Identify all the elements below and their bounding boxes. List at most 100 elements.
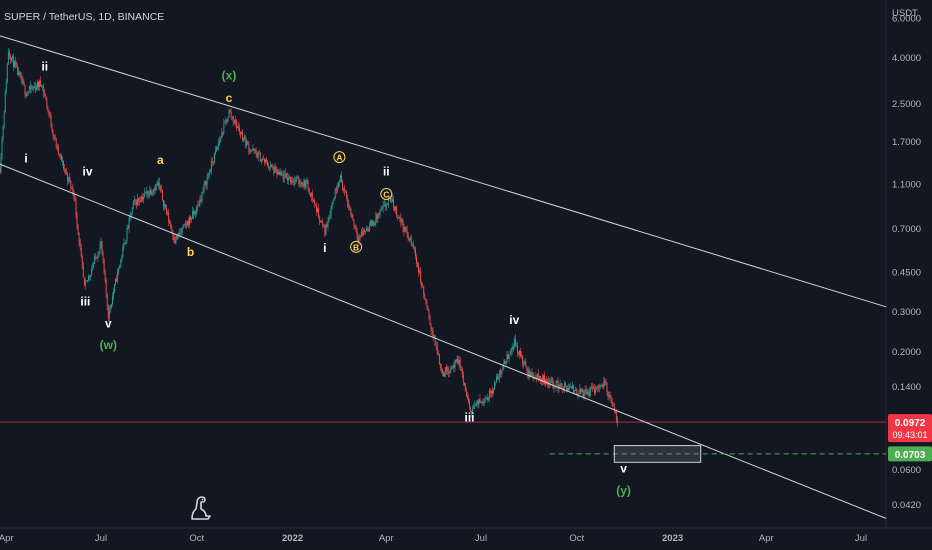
wave-label: a: [157, 153, 164, 167]
candle-body: [514, 338, 516, 346]
candle-body: [425, 298, 427, 303]
candle-body: [102, 253, 104, 260]
candle-body: [19, 71, 21, 75]
candle-body: [479, 399, 481, 403]
candle-body: [147, 191, 149, 196]
candle-body: [146, 191, 148, 194]
candle-body: [477, 400, 479, 405]
wave-label: C: [383, 190, 389, 200]
candle-body: [276, 168, 278, 175]
candle-body: [606, 382, 608, 392]
symbol-title[interactable]: SUPER / TetherUS, 1D, BINANCE: [4, 11, 165, 23]
candle-body: [525, 361, 527, 366]
candle-body: [187, 221, 188, 226]
candle-body: [253, 148, 255, 151]
candle-body: [336, 187, 338, 191]
candle-body: [132, 200, 134, 208]
bar-countdown: 09:43:01: [892, 430, 927, 440]
candle-body: [588, 391, 590, 396]
candle-body: [131, 207, 133, 214]
candle-body: [460, 369, 462, 370]
wave-label: B: [353, 242, 359, 252]
candle-body: [455, 360, 457, 362]
candle-body: [581, 389, 583, 392]
candle-body: [463, 382, 465, 385]
candle-body: [205, 181, 207, 185]
candle-body: [582, 389, 584, 397]
candle-body: [45, 96, 47, 100]
y-tick-label: 4.0000: [892, 53, 921, 64]
candle-body: [231, 116, 233, 118]
candle-body: [286, 176, 288, 181]
candle-body: [97, 255, 99, 259]
candle-body: [572, 385, 574, 389]
candle-body: [47, 107, 49, 111]
candle-body: [230, 112, 232, 117]
candle-body: [170, 223, 172, 228]
candle-body: [353, 220, 355, 226]
candle-body: [568, 388, 569, 390]
candle-body: [103, 259, 105, 273]
candle-body: [529, 370, 531, 376]
candle-body: [587, 391, 589, 395]
candle-body: [502, 364, 504, 371]
candle-body: [82, 265, 84, 278]
candle-body: [296, 178, 298, 181]
candle-body: [174, 240, 176, 244]
candle-body: [512, 346, 514, 349]
wave-label-circle: [380, 188, 393, 200]
candle-body: [501, 371, 503, 374]
candle-body: [590, 387, 592, 388]
candle-body: [130, 214, 132, 216]
candle-body: [320, 221, 322, 223]
candle-body: [418, 264, 419, 273]
candle-body: [334, 188, 336, 199]
candle-body: [191, 218, 192, 220]
candle-body: [468, 398, 469, 403]
candle-body: [204, 181, 206, 185]
candle-body: [446, 367, 448, 371]
candle-body: [494, 382, 495, 390]
candle-body: [328, 217, 330, 222]
candle-body: [397, 214, 399, 217]
candle-body: [596, 387, 597, 390]
candle-body: [343, 188, 344, 190]
candle-body: [21, 76, 23, 83]
candle-body: [448, 371, 450, 374]
candle-body: [141, 196, 142, 202]
candle-body: [234, 120, 236, 124]
candle-body: [195, 211, 197, 214]
candle-body: [331, 203, 333, 208]
candle-body: [368, 229, 369, 231]
candle-body: [67, 173, 69, 182]
candle-body: [96, 257, 98, 259]
candle-body: [240, 131, 241, 135]
candle-body: [86, 280, 87, 282]
candle-body: [319, 215, 321, 222]
candle-body: [248, 143, 250, 152]
candle-body: [317, 208, 318, 212]
candle-body: [301, 182, 303, 186]
candle-body: [428, 310, 430, 316]
candle-body: [610, 396, 612, 401]
candle-body: [469, 402, 470, 407]
candle-body: [513, 338, 515, 349]
candle-body: [372, 221, 374, 226]
candle-body: [229, 110, 231, 113]
x-tick-label: 2022: [282, 533, 303, 544]
candle-body: [517, 345, 518, 354]
candle-body: [107, 306, 109, 319]
candle-body: [345, 191, 347, 193]
candle-body: [200, 199, 202, 201]
candle-body: [293, 181, 294, 183]
candle-body: [326, 224, 328, 227]
candle-body: [354, 225, 356, 228]
candle-body: [560, 384, 562, 389]
candle-body: [115, 278, 116, 285]
candle-body: [339, 179, 340, 183]
candle-body: [441, 368, 442, 369]
candle-body: [453, 365, 455, 368]
candle-body: [576, 389, 578, 395]
candle-body: [595, 389, 596, 393]
